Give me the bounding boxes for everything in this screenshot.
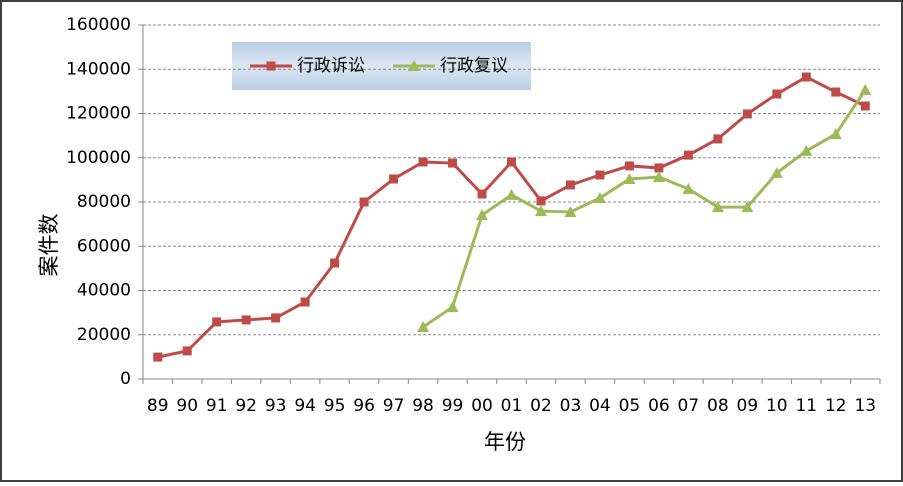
point xyxy=(359,197,369,207)
point xyxy=(831,87,841,97)
point xyxy=(801,72,811,82)
point xyxy=(182,346,192,356)
x-tick-label: 02 xyxy=(530,396,552,416)
y-axis-title: 案件数 xyxy=(37,214,61,277)
x-tick-label: 13 xyxy=(854,396,876,416)
x-tick-label: 07 xyxy=(678,396,700,416)
y-tick-label: 20000 xyxy=(77,325,131,345)
point xyxy=(153,352,163,362)
point xyxy=(477,189,487,199)
point xyxy=(565,180,575,190)
x-tick-label: 01 xyxy=(501,396,523,416)
y-tick-label: 140000 xyxy=(66,59,131,79)
x-tick-label: 05 xyxy=(619,396,641,416)
point xyxy=(507,157,516,167)
x-tick-label: 97 xyxy=(383,396,405,416)
y-tick-label: 40000 xyxy=(77,281,131,301)
point xyxy=(682,182,695,194)
point xyxy=(417,321,430,333)
point xyxy=(536,196,546,206)
y-tick-label: 100000 xyxy=(66,148,131,168)
y-tick-label: 120000 xyxy=(66,104,131,124)
x-tick-label: 96 xyxy=(353,396,375,416)
point xyxy=(595,170,605,180)
x-tick-label: 98 xyxy=(412,396,434,416)
legend-marker xyxy=(408,60,420,71)
x-tick-label: 12 xyxy=(825,396,847,416)
x-tick-label: 10 xyxy=(766,396,788,416)
point xyxy=(741,201,754,213)
x-tick-label: 89 xyxy=(147,396,169,416)
point xyxy=(212,317,222,327)
point xyxy=(418,157,428,167)
y-tick-label: 0 xyxy=(120,369,131,389)
point xyxy=(446,301,459,313)
point xyxy=(241,315,251,325)
x-tick-label: 92 xyxy=(235,396,257,416)
point xyxy=(623,172,636,184)
x-tick-label: 95 xyxy=(324,396,346,416)
series-line xyxy=(422,89,867,329)
point xyxy=(564,205,577,217)
y-tick-label: 160000 xyxy=(66,15,131,35)
x-tick-label: 04 xyxy=(589,396,611,416)
point xyxy=(534,205,547,217)
point xyxy=(593,192,606,204)
x-tick-label: 93 xyxy=(265,396,287,416)
x-tick-label: 94 xyxy=(294,396,316,416)
y-tick-label: 80000 xyxy=(77,192,131,212)
point xyxy=(652,170,665,182)
x-tick-label: 08 xyxy=(707,396,729,416)
legend-label: 行政复议 xyxy=(440,56,508,76)
x-tick-label: 09 xyxy=(737,396,759,416)
point xyxy=(860,101,870,111)
point xyxy=(624,161,634,171)
x-tick-label: 11 xyxy=(795,396,817,416)
point xyxy=(772,89,782,99)
point xyxy=(476,209,489,221)
point xyxy=(829,128,842,140)
point xyxy=(654,163,664,173)
legend-label: 行政诉讼 xyxy=(297,56,365,76)
y-tick-label: 60000 xyxy=(77,236,131,256)
x-tick-label: 00 xyxy=(471,396,493,416)
x-tick-label: 91 xyxy=(206,396,228,416)
x-tick-label: 90 xyxy=(176,396,198,416)
point xyxy=(330,258,340,268)
point xyxy=(770,167,783,179)
point xyxy=(271,313,281,323)
point xyxy=(448,158,458,168)
point xyxy=(711,201,724,213)
point xyxy=(859,84,872,96)
point xyxy=(300,297,310,307)
point xyxy=(389,174,399,184)
legend-marker xyxy=(266,61,276,71)
point xyxy=(800,144,813,156)
x-tick-label: 06 xyxy=(648,396,670,416)
point xyxy=(742,109,752,119)
x-tick-label: 03 xyxy=(560,396,582,416)
point xyxy=(683,150,693,160)
point xyxy=(713,134,723,144)
x-axis-title: 年份 xyxy=(484,430,526,454)
point xyxy=(505,188,518,200)
x-tick-label: 99 xyxy=(442,396,464,416)
